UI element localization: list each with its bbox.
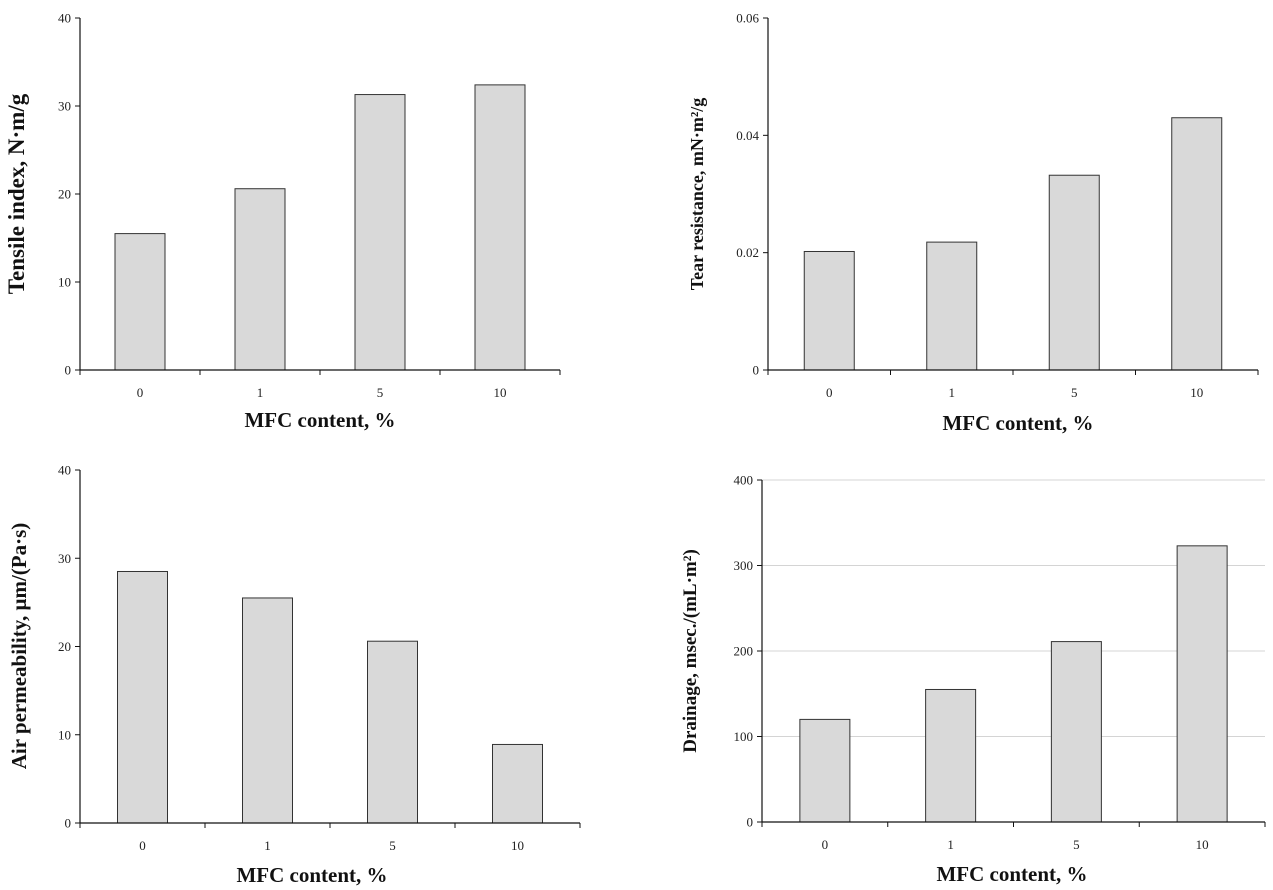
x-axis-title: MFC content, % bbox=[942, 411, 1093, 435]
bar-1 bbox=[234, 188, 286, 371]
x-tick-label: 0 bbox=[826, 385, 833, 400]
x-tick-label: 0 bbox=[139, 838, 146, 853]
y-axis-title: Drainage, msec./(mL·m²) bbox=[680, 549, 701, 753]
y-tick-label: 0.04 bbox=[736, 128, 759, 143]
bar-0 bbox=[117, 570, 168, 824]
y-axis-title: Tensile index, N·m/g bbox=[4, 93, 29, 294]
bar-1 bbox=[926, 241, 978, 371]
x-tick-label: 10 bbox=[1196, 837, 1209, 852]
y-axis-title: Air permeability, μm/(Pa·s) bbox=[7, 523, 31, 770]
y-tick-label: 40 bbox=[58, 11, 71, 26]
bar-5 bbox=[1050, 641, 1102, 823]
x-tick-label: 5 bbox=[1071, 385, 1078, 400]
chart-panel-4: 0 100 200 300 400 0 1 5 10 MFC content, % Drainage… bbox=[680, 473, 1266, 886]
x-tick-label: 5 bbox=[1073, 837, 1080, 852]
x-tick-label: 10 bbox=[494, 385, 507, 400]
y-tick-label: 100 bbox=[734, 729, 754, 744]
bar-10 bbox=[1171, 117, 1223, 371]
bar-5 bbox=[354, 94, 406, 371]
chart-panel-3: 0 10 20 30 40 0 1 5 10 MFC content, % Air permeabi… bbox=[7, 463, 581, 887]
chart-panel-2: 0 0.02 0.04 0.06 0 1 5 10 MFC content, % Tear res… bbox=[687, 11, 1259, 435]
x-axis-title: MFC content, % bbox=[936, 862, 1087, 886]
y-axis-title: Tear resistance, mN·m²/g bbox=[687, 98, 707, 291]
x-tick-label: 10 bbox=[1190, 385, 1203, 400]
y-tick-label: 0.02 bbox=[736, 245, 759, 260]
bar-1 bbox=[925, 688, 977, 823]
x-tick-label: 1 bbox=[264, 838, 271, 853]
x-tick-label: 0 bbox=[822, 837, 829, 852]
y-tick-label: 0 bbox=[747, 815, 754, 830]
y-tick-label: 0 bbox=[753, 363, 760, 378]
y-tick-label: 30 bbox=[58, 551, 71, 566]
y-tick-label: 20 bbox=[58, 639, 71, 654]
y-tick-label: 20 bbox=[58, 187, 71, 202]
y-tick-label: 0 bbox=[65, 363, 72, 378]
x-tick-label: 5 bbox=[389, 838, 396, 853]
bar-0 bbox=[114, 233, 166, 371]
y-tick-label: 400 bbox=[734, 473, 754, 488]
chart-panel-1: 0 10 20 30 40 0 1 5 10 MFC content, % Tensile inde… bbox=[4, 11, 561, 432]
bar-5 bbox=[367, 640, 418, 824]
bar-10 bbox=[492, 743, 543, 824]
bar-10 bbox=[474, 84, 526, 371]
y-tick-label: 0 bbox=[65, 816, 72, 831]
x-tick-label: 1 bbox=[257, 385, 264, 400]
x-tick-label: 1 bbox=[949, 385, 956, 400]
y-tick-label: 40 bbox=[58, 463, 71, 478]
x-axis-title: MFC content, % bbox=[236, 863, 387, 887]
y-tick-label: 0.06 bbox=[736, 11, 759, 26]
x-tick-label: 10 bbox=[511, 838, 524, 853]
y-tick-label: 30 bbox=[58, 99, 71, 114]
bar-0 bbox=[799, 718, 851, 823]
y-tick-label: 300 bbox=[734, 558, 754, 573]
bar-10 bbox=[1176, 545, 1228, 823]
x-axis-title: MFC content, % bbox=[244, 408, 395, 432]
y-tick-label: 10 bbox=[58, 275, 71, 290]
y-tick-label: 200 bbox=[734, 644, 754, 659]
bar-5 bbox=[1048, 174, 1100, 371]
x-tick-label: 1 bbox=[947, 837, 954, 852]
x-tick-label: 5 bbox=[377, 385, 384, 400]
bar-0 bbox=[803, 250, 855, 371]
y-tick-label: 10 bbox=[58, 727, 71, 742]
x-tick-label: 0 bbox=[137, 385, 144, 400]
bar-1 bbox=[242, 597, 293, 824]
